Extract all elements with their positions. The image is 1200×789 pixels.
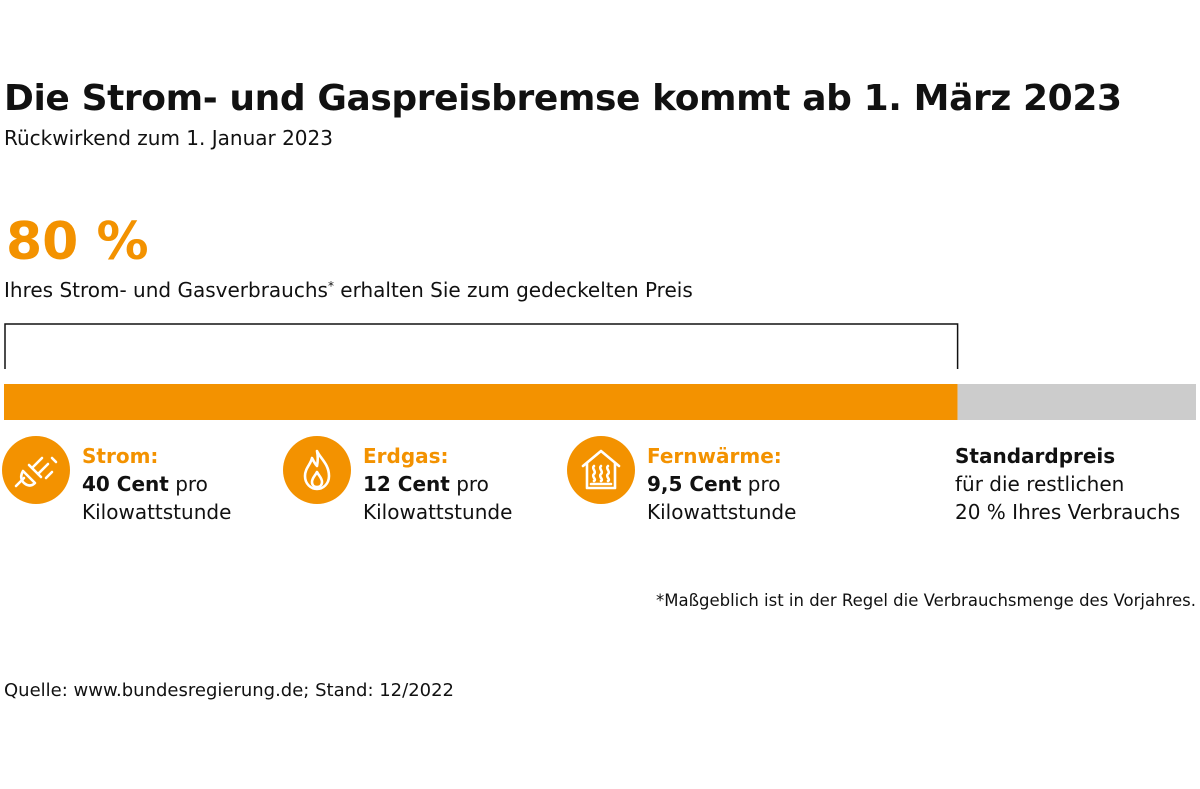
item-price-strom: 40 Cent [82, 472, 169, 496]
flame-icon [283, 436, 351, 504]
item-unit-erdgas: pro [449, 472, 489, 496]
footnote-marker: * [327, 279, 334, 293]
item-unit2-strom: Kilowattstunde [82, 500, 232, 524]
item-label-fernwaerme: Fernwärme: [647, 444, 782, 468]
page-title: Die Strom- und Gaspreisbremse kommt ab 1… [4, 78, 1122, 119]
bar-capped-price [4, 384, 958, 420]
page-subtitle: Rückwirkend zum 1. Januar 2023 [4, 126, 333, 150]
standard-price-note: Standardpreis für die restlichen 20 % Ih… [955, 442, 1180, 526]
highlight-text: Ihres Strom- und Gasverbrauchs* erhalten… [4, 278, 693, 302]
highlight-text-main: Ihres Strom- und Gasverbrauchs [4, 278, 328, 302]
source-note: Quelle: www.bundesregierung.de; Stand: 1… [4, 680, 455, 701]
stacked-bar-chart [4, 323, 1196, 420]
plug-icon [2, 436, 70, 504]
highlight-text-after: erhalten Sie zum gedeckelten Preis [333, 278, 693, 302]
standard-price-title: Standardpreis [955, 444, 1116, 468]
capped-share-bracket [4, 323, 959, 369]
standard-price-line2: 20 % Ihres Verbrauchs [955, 500, 1181, 524]
bar-standard-price [957, 384, 1196, 420]
footnote: *Maßgeblich ist in der Regel die Verbrau… [655, 591, 1196, 610]
item-price-fernwaerme: 9,5 Cent [647, 472, 742, 496]
highlight-percent: 80 % [6, 212, 149, 272]
item-label-strom: Strom: [82, 444, 159, 468]
item-price-erdgas: 12 Cent [363, 472, 450, 496]
item-unit-fernwaerme: pro [741, 472, 781, 496]
house-heating-icon [567, 436, 635, 504]
item-label-erdgas: Erdgas: [363, 444, 449, 468]
item-unit2-fernwaerme: Kilowattstunde [647, 500, 797, 524]
item-unit2-erdgas: Kilowattstunde [363, 500, 513, 524]
standard-price-line1: für die restlichen [955, 472, 1125, 496]
item-unit-strom: pro [168, 472, 208, 496]
